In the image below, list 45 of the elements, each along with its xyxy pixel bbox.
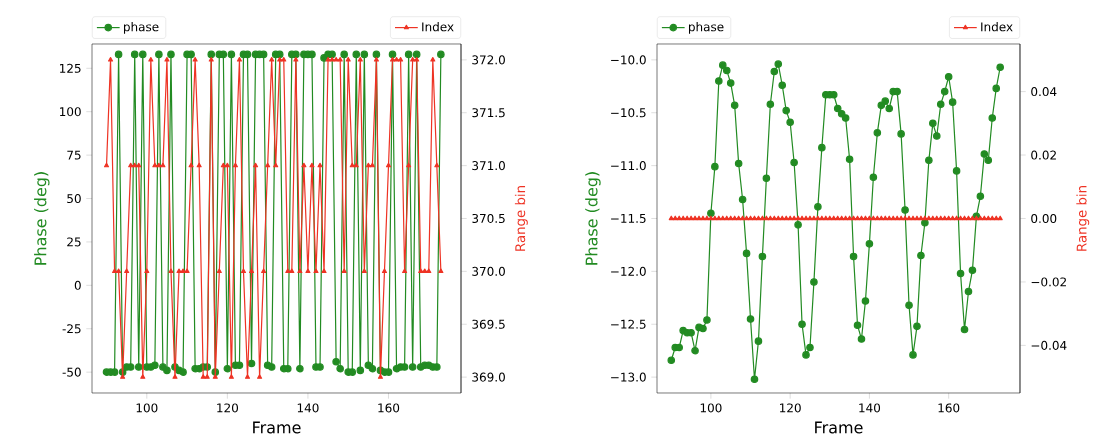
x-axis-title: Frame bbox=[815, 421, 863, 434]
y-tick-label: 125 bbox=[60, 63, 81, 73]
y2-tick-label: −0.04 bbox=[1031, 340, 1067, 350]
y-tick-label: 0 bbox=[74, 280, 81, 290]
y-tick-label: -50 bbox=[62, 367, 81, 377]
y2-tick-label: 369.0 bbox=[472, 372, 505, 382]
y2-tick-label: 371.0 bbox=[472, 161, 505, 171]
y-tick-label: −11.5 bbox=[611, 214, 646, 223]
y-tick-label: -25 bbox=[62, 324, 81, 334]
y2-axis-title: Range bin bbox=[514, 186, 528, 251]
x-tick-label: 100 bbox=[700, 403, 722, 413]
x-tick-label: 100 bbox=[136, 403, 158, 413]
x-tick-label: 160 bbox=[938, 403, 960, 413]
y2-tick-label: 0.00 bbox=[1031, 213, 1057, 224]
legend-label: phase bbox=[688, 22, 724, 34]
x-tick-label: 140 bbox=[859, 403, 881, 413]
legend-label: Index bbox=[422, 22, 454, 32]
y2-axis-title: Range bin bbox=[1076, 186, 1090, 251]
y-tick-label: −10.0 bbox=[611, 55, 646, 65]
y2-tick-label: 372.0 bbox=[472, 55, 505, 65]
x-axis-title: Frame bbox=[253, 421, 301, 434]
y-tick-label: −12.0 bbox=[611, 266, 646, 276]
x-tick-label: 120 bbox=[780, 403, 801, 413]
y-tick-label: −11.0 bbox=[611, 161, 646, 171]
y-tick-label: 50 bbox=[67, 193, 81, 204]
y2-tick-label: 370.5 bbox=[472, 213, 505, 224]
y-axis-title: Phase (deg) bbox=[34, 172, 50, 265]
y2-tick-label: 369.5 bbox=[472, 319, 505, 329]
y2-tick-label: 370.0 bbox=[472, 266, 505, 276]
x-tick-label: 160 bbox=[378, 403, 400, 413]
y-tick-label: 75 bbox=[67, 150, 81, 160]
y-tick-label: 100 bbox=[60, 107, 81, 117]
x-tick-label: 120 bbox=[217, 403, 239, 413]
y2-tick-label: 0.04 bbox=[1031, 87, 1057, 97]
y-tick-label: 25 bbox=[67, 237, 81, 247]
y-tick-label: −12.5 bbox=[611, 319, 646, 329]
legend-label: phase bbox=[124, 22, 159, 34]
y2-tick-label: −0.02 bbox=[1031, 277, 1066, 287]
y2-tick-label: 371.5 bbox=[472, 108, 505, 118]
y2-tick-label: 0.02 bbox=[1031, 150, 1056, 160]
legend-label: Index bbox=[981, 22, 1013, 32]
y-tick-label: −13.0 bbox=[611, 372, 646, 382]
y-axis-title: Phase (deg) bbox=[585, 172, 601, 265]
y-tick-label: −10.5 bbox=[611, 108, 646, 118]
x-tick-label: 140 bbox=[297, 403, 319, 413]
